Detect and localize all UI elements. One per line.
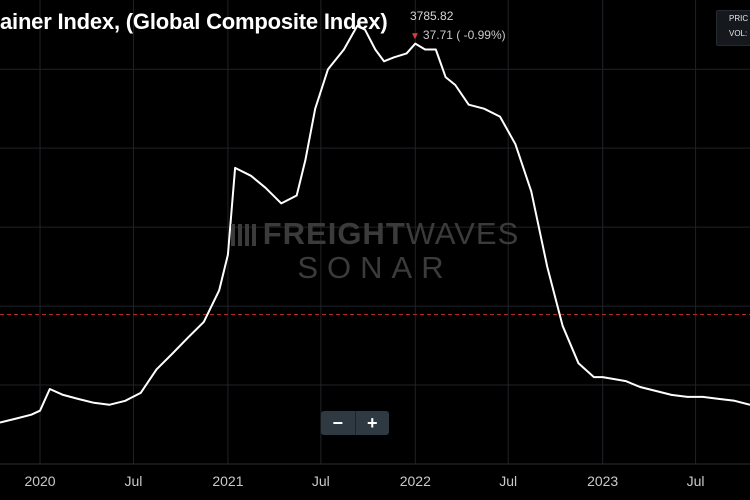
x-tick-label: Jul: [499, 473, 517, 489]
series-line-layer: [0, 24, 750, 424]
x-tick-label: Jul: [687, 473, 705, 489]
x-tick-label: Jul: [312, 473, 330, 489]
watermark: FREIGHTWAVES SONAR: [180, 216, 570, 286]
x-tick-label: 2020: [24, 473, 55, 489]
legend-volume-label: VOL:: [729, 29, 748, 38]
zoom-in-button[interactable]: +: [366, 412, 378, 433]
zoom-controls: − +: [321, 411, 389, 435]
zoom-divider: [354, 411, 356, 435]
x-tick-label: Jul: [125, 473, 143, 489]
legend-price-label: PRIC: [729, 14, 749, 23]
watermark-logo-icon: [230, 224, 257, 246]
x-tick-label: 2021: [212, 473, 243, 489]
current-price: 3785.82: [410, 9, 454, 23]
watermark-brand-bold: FREIGHT: [262, 216, 406, 251]
watermark-brand-thin: WAVES: [405, 216, 520, 251]
x-tick-labels: 2020 Jul 2021 Jul 2022 Jul 2023 Jul: [24, 473, 704, 489]
price-change: ▼ 37.71 ( -0.99%): [410, 28, 506, 42]
chart-title: ainer Index, (Global Composite Index): [0, 9, 388, 34]
legend-panel[interactable]: PRIC VOL:: [716, 10, 750, 46]
price-change-value: 37.71 ( -0.99%): [422, 28, 506, 42]
zoom-out-button[interactable]: −: [332, 412, 343, 433]
down-arrow-icon: ▼: [410, 31, 420, 42]
watermark-sub: SONAR: [297, 250, 453, 285]
x-tick-label: 2023: [587, 473, 618, 489]
grid-lines: [0, 0, 750, 465]
x-tick-label: 2022: [400, 473, 431, 489]
series-line-0: [0, 24, 750, 424]
